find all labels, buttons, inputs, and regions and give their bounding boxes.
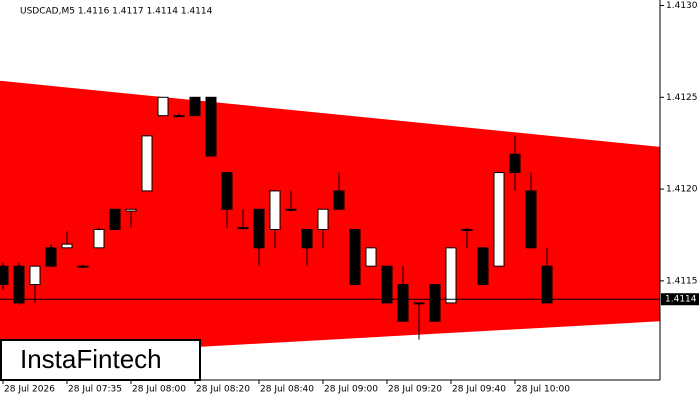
logo-box (0, 339, 201, 381)
candle-body (253, 208, 265, 249)
y-tick-label: 1.4120 (666, 185, 698, 195)
candle-body (333, 190, 345, 210)
candle-body (461, 228, 473, 231)
candle-body (0, 265, 9, 286)
logo: InstaFintech (20, 344, 162, 374)
candle-body (205, 96, 217, 157)
y-tick-label: 1.4125 (666, 93, 698, 103)
candle-body (477, 247, 489, 286)
candle-body (45, 247, 57, 267)
candle-body (413, 302, 425, 305)
x-tick-label: 28 Jul 08:40 (260, 385, 314, 395)
candle-body (285, 208, 297, 211)
candle-body (509, 153, 521, 174)
candle-body (221, 172, 233, 210)
x-tick-label: 28 Jul 09:40 (452, 385, 506, 395)
candle-body (93, 228, 105, 249)
candle-body (13, 265, 25, 304)
candle-body (445, 247, 457, 304)
candle-body (77, 265, 89, 268)
candle-body (189, 96, 201, 117)
candle-body (237, 227, 249, 230)
candle-body (301, 228, 313, 249)
x-tick-label: 28 Jul 09:20 (388, 385, 442, 395)
candle-body (109, 208, 121, 230)
candle-body (141, 135, 153, 192)
price-label: 1.4114 (665, 295, 697, 305)
candle-body (493, 172, 505, 267)
candle-body (397, 284, 409, 322)
candle-body (429, 284, 441, 322)
x-tick-label: 28 Jul 08:20 (196, 385, 250, 395)
chart-title: USDCAD,M5 1.4116 1.4117 1.4114 1.4114 (20, 7, 213, 17)
price-label-box (661, 293, 699, 306)
y-tick-label: 1.4115 (666, 276, 698, 286)
candle-body (125, 208, 137, 212)
x-tick-label: 28 Jul 10:00 (516, 385, 570, 395)
candle-body (269, 190, 281, 230)
x-tick-label: 28 Jul 09:00 (324, 385, 378, 395)
triangle-pattern (0, 80, 660, 358)
candle-body (173, 115, 185, 118)
candle-body (349, 228, 361, 286)
candle-body (157, 96, 169, 117)
candle-body (525, 190, 537, 249)
y-tick-label: 1.4130 (666, 1, 698, 11)
candle-body (541, 265, 553, 304)
candle-body (61, 243, 73, 249)
candle-body (381, 265, 393, 304)
candle-body (317, 208, 329, 230)
x-tick-label: 28 Jul 08:00 (132, 385, 186, 395)
x-tick-label: 28 Jul 07:35 (68, 385, 122, 395)
candle-body (29, 265, 41, 286)
x-tick-label: 28 Jul 2026 (4, 385, 55, 395)
plot-area (0, 80, 660, 358)
candle-body (365, 247, 377, 267)
